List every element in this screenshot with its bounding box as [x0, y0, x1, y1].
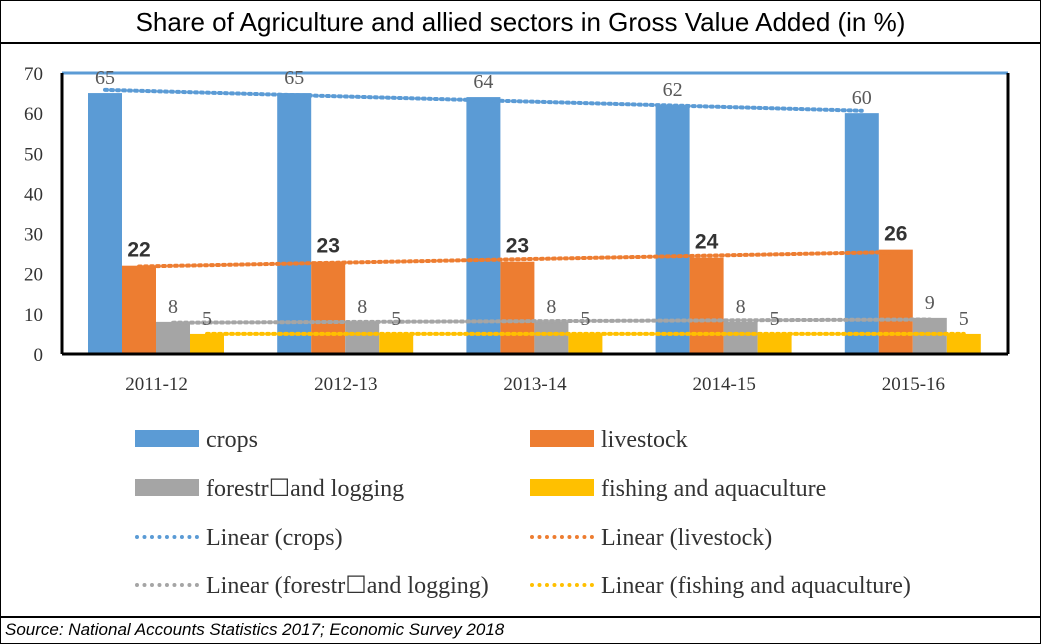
legend-label-linear-crops: Linear (crops) [206, 525, 343, 551]
bar-livestock [689, 257, 724, 354]
y-tick-label: 50 [24, 144, 43, 165]
legend-label-linear-livestock: Linear (livestock) [601, 525, 773, 551]
bar-forestr-and-logging [534, 321, 569, 354]
y-tick-label: 60 [24, 104, 43, 125]
x-tick-label: 2012-13 [314, 374, 377, 395]
data-label-fishing-and-aquaculture: 5 [202, 308, 212, 330]
x-tick-label: 2011-12 [125, 374, 188, 395]
legend-swatch-fishing [530, 479, 594, 496]
data-label-fishing-and-aquaculture: 5 [959, 308, 969, 330]
bar-forestr-and-logging [156, 321, 190, 354]
data-label-livestock: 23 [317, 235, 340, 258]
legend-label-linear-fishing: Linear (fishing and aquaculture) [601, 573, 911, 599]
bar-crops [655, 105, 690, 354]
y-tick-label: 70 [24, 64, 43, 85]
trendline-forestr-and-logging [171, 317, 932, 325]
data-label-crops: 64 [473, 71, 493, 93]
bar-crops [466, 97, 501, 354]
data-label-fishing-and-aquaculture: 5 [391, 308, 401, 330]
bar-livestock [122, 265, 156, 354]
chart-title: Share of Agriculture and allied sectors … [135, 7, 906, 37]
data-label-forestr-and-logging: 8 [357, 296, 367, 318]
data-label-crops: 62 [663, 79, 683, 101]
data-label-crops: 60 [852, 87, 872, 109]
bar-crops [88, 93, 122, 355]
y-tick-label: 0 [34, 345, 44, 366]
legend-swatch-forestry [135, 479, 199, 496]
data-label-crops: 65 [95, 67, 115, 89]
data-label-livestock: 26 [884, 223, 907, 246]
bar-forestr-and-logging [345, 321, 380, 354]
bar-livestock [878, 249, 913, 354]
trendline-livestock [137, 250, 898, 269]
legend-swatch-linear-forestry [135, 583, 199, 587]
bar-livestock [311, 261, 346, 354]
legend-label-crops: crops [206, 427, 258, 453]
legend-swatch-linear-livestock [530, 535, 594, 539]
bar-fishing-and-aquaculture [757, 333, 792, 354]
bar-forestr-and-logging [723, 321, 758, 354]
legend-swatch-crops [135, 430, 199, 447]
source-divider [1, 616, 1040, 618]
legend-label-livestock: livestock [601, 427, 688, 453]
title-divider [1, 42, 1040, 44]
bar-crops [844, 113, 879, 355]
legend-swatch-linear-crops [135, 535, 199, 539]
bar-crops [277, 93, 312, 355]
data-label-forestr-and-logging: 8 [546, 296, 556, 318]
legend-label-forestry: forestr☐and logging [206, 476, 405, 502]
data-label-forestr-and-logging: 9 [925, 292, 935, 314]
legend-swatch-livestock [530, 430, 594, 447]
bar-fishing-and-aquaculture [568, 333, 603, 354]
bar-fishing-and-aquaculture [946, 333, 981, 354]
legend-label-fishing: fishing and aquaculture [601, 476, 827, 502]
x-tick-label: 2013-14 [503, 374, 567, 395]
bar-fishing-and-aquaculture [190, 333, 224, 354]
legend-swatch-linear-fishing [530, 583, 594, 587]
data-label-livestock: 23 [506, 235, 529, 258]
y-tick-label: 20 [24, 265, 43, 286]
bar-forestr-and-logging [912, 317, 947, 354]
data-label-fishing-and-aquaculture: 5 [580, 308, 590, 330]
source-note: Source: National Accounts Statistics 201… [5, 620, 505, 639]
bar-fishing-and-aquaculture [379, 333, 414, 354]
y-tick-label: 40 [24, 184, 43, 205]
trendline-crops [103, 87, 864, 113]
data-label-livestock: 24 [695, 231, 719, 254]
y-tick-label: 10 [24, 305, 43, 326]
x-tick-label: 2015-16 [882, 374, 945, 395]
y-tick-label: 30 [24, 225, 43, 246]
data-label-forestr-and-logging: 8 [168, 296, 178, 318]
data-label-forestr-and-logging: 8 [736, 296, 746, 318]
data-label-fishing-and-aquaculture: 5 [770, 308, 780, 330]
bar-livestock [500, 261, 535, 354]
x-tick-label: 2014-15 [693, 374, 756, 395]
bar-chart: 0 10 20 30 40 50 60 70 65 65 64 62 60 22 23 23 24 26 8 8 8 8 9… [24, 64, 1010, 395]
data-label-crops: 65 [284, 67, 304, 89]
legend-label-linear-forestry: Linear (forestr☐and logging) [206, 573, 489, 599]
data-label-livestock: 22 [127, 239, 150, 262]
